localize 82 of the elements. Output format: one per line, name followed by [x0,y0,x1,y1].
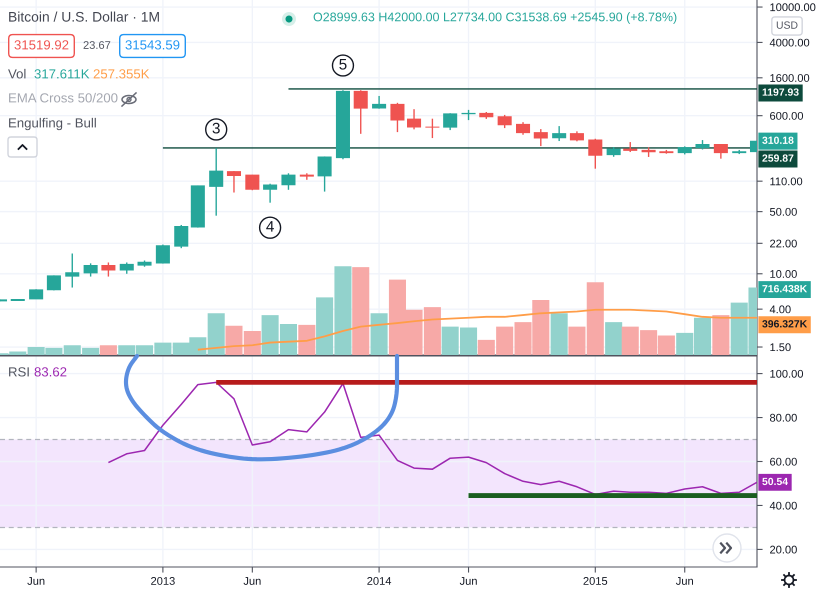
candlestick [623,141,638,153]
candlestick [588,138,602,170]
candlestick [120,262,134,274]
candlestick [642,146,656,158]
bar [712,315,730,355]
annotation: 257.355K [94,69,150,79]
bar [100,345,117,355]
text: USD [776,21,798,29]
y-tick-label: 60.00 [770,458,797,466]
annotation: 317.611K [34,69,90,79]
candlestick [209,147,224,216]
y-tick-label: 1600.00 [770,74,810,82]
annotation: 396.327K [762,320,808,328]
annotation: EMA Cross 50/200 [9,92,118,103]
y-tick-label: 1.50 [770,343,791,352]
x-tick-label: Jun [27,577,44,585]
annotation: 716.438K [762,284,808,292]
candlestick [714,143,728,160]
candlestick [263,183,278,204]
candlestick [318,156,332,192]
annotation: RSI [9,367,29,377]
annotation: Engulfing - Bull [9,118,96,130]
bar [352,267,370,355]
annotation: 310.18 [762,136,794,144]
x-tick-label: 2015 [583,577,608,585]
data-label: 259.87 [762,154,794,162]
y-tick-label: 600.00 [770,112,804,120]
candlestick [281,172,296,190]
bar [370,313,388,355]
x-tick-label: Jun [676,577,693,585]
candlestick [245,174,260,191]
candlestick [65,252,80,288]
annotation: 23.67 [84,41,110,49]
annotation: 31543.59 [125,40,180,50]
text: Bitcoin / U.S. Dollar · 1M [9,12,159,22]
y-tick-label: 100.00 [770,370,804,378]
data-label: 1197.93 [762,88,799,96]
x-tick-label: 2014 [367,577,392,585]
x-tick-label: 2013 [151,577,175,585]
y-tick-label: 4.00 [770,305,791,314]
y-tick-label: 40.00 [770,502,797,510]
candlestick [534,128,548,147]
candlestick [570,130,584,142]
candlestick [29,288,44,300]
x-tick-label: Jun [460,577,477,585]
y-tick-label: 50.00 [770,208,797,216]
candlestick [84,262,98,278]
annotation: 50.54 [762,478,788,486]
y-tick-label: 10.00 [770,270,797,278]
annotation: O28999.63 H42000.00 L27734.00 C31538.69 +2545.90 (+8.78%) [314,12,676,24]
candlestick [372,95,386,110]
candlestick [46,274,61,292]
annotation: 3 [212,122,220,134]
y-tick-label: 110.00 [770,177,802,186]
y-tick-label: 20.00 [770,546,797,554]
x-tick-label: Jun [244,577,261,585]
annotation: 4 [266,221,274,232]
annotation: 5 [339,58,347,70]
candlestick [174,224,188,249]
candlestick [156,244,170,264]
bar [550,313,568,355]
candlestick [498,114,512,129]
bar [298,324,316,355]
y-tick-label: 4000.00 [770,38,810,47]
candlestick [552,125,566,142]
candlestick [443,112,458,131]
annotation: 31519.92 [14,40,68,50]
candlestick [354,90,368,135]
candlestick [407,108,422,130]
y-tick-label: 80.00 [770,414,797,422]
candlestick [425,118,440,139]
candlestick [516,121,530,136]
y-tick-label: 22.00 [770,240,797,248]
candlestick [390,102,404,133]
annotation: 83.62 [34,367,66,377]
candlestick [695,139,710,150]
y-tick-label: 10000.00 [770,3,816,12]
bar [605,322,622,355]
candlestick [606,146,621,158]
candlestick [101,262,116,278]
annotation: Vol [8,68,26,79]
candlestick [226,170,241,194]
